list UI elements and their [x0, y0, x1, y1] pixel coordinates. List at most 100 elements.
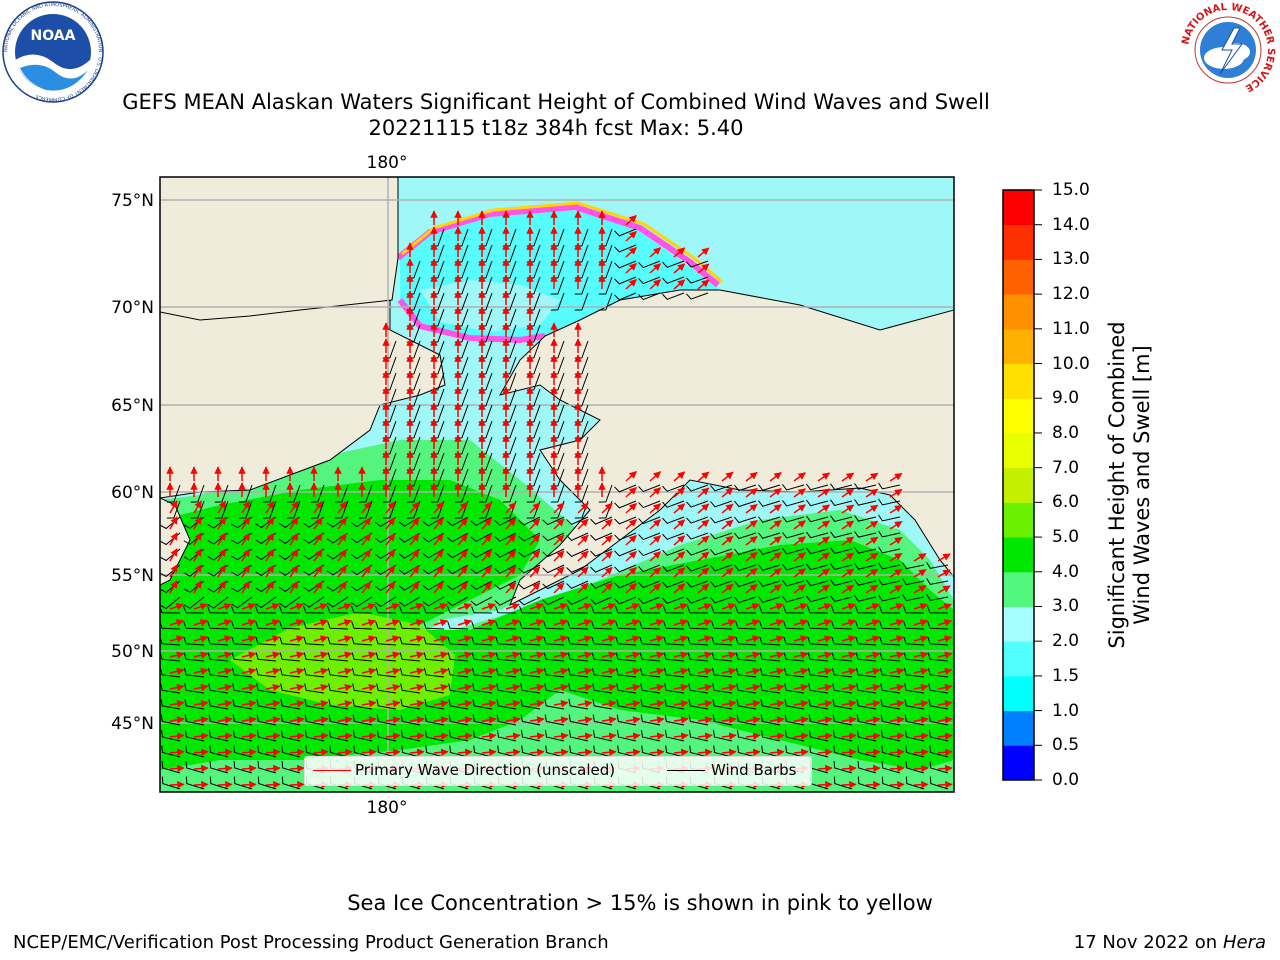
- wind-barb: [903, 605, 925, 614]
- wave-direction-arrow: [721, 551, 734, 562]
- wave-direction-arrow: [889, 716, 905, 724]
- wind-barb: [856, 714, 877, 726]
- wave-direction-arrow: [697, 700, 713, 708]
- wind-barb: [640, 729, 661, 742]
- wind-barb: [878, 578, 901, 586]
- wind-barb: [665, 745, 685, 758]
- wave-direction-arrow: [457, 732, 473, 740]
- wave-direction-arrow: [697, 716, 713, 724]
- wave-direction-arrow: [793, 748, 809, 757]
- wind-barb: [497, 745, 517, 758]
- wind-barb: [233, 761, 253, 774]
- wave-direction-arrow: [913, 716, 929, 724]
- wind-barb: [831, 636, 853, 646]
- wind-barb: [256, 698, 277, 710]
- wind-barb: [616, 683, 637, 694]
- wave-direction-arrow: [505, 732, 521, 740]
- wave-direction-arrow: [169, 780, 185, 789]
- wave-direction-arrow: [265, 732, 281, 740]
- wave-direction-arrow: [745, 603, 760, 611]
- wind-barb: [830, 499, 853, 506]
- wave-direction-arrow: [889, 536, 903, 546]
- wind-barb: [472, 698, 493, 710]
- wind-barb: [255, 605, 277, 614]
- wave-direction-arrow: [601, 635, 617, 643]
- wind-barb: [808, 714, 829, 726]
- wind-barb: [686, 500, 709, 508]
- wave-direction-arrow: [337, 716, 353, 724]
- wind-barb: [183, 652, 205, 662]
- wind-barb: [567, 636, 589, 646]
- wind-barb: [638, 564, 661, 573]
- wave-direction-arrow: [745, 535, 758, 546]
- wave-direction-arrow: [217, 748, 233, 757]
- wave-direction-arrow: [409, 651, 425, 659]
- wave-direction-arrow: [457, 716, 473, 724]
- wave-direction-arrow: [841, 667, 857, 676]
- wind-barb: [208, 714, 229, 726]
- wind-barb: [902, 562, 925, 570]
- wind-barb: [231, 621, 253, 630]
- wind-barb: [545, 745, 565, 758]
- wind-barb: [327, 652, 349, 662]
- wave-direction-arrow: [289, 564, 299, 578]
- wind-barb: [257, 776, 277, 790]
- wind-barb: [664, 729, 685, 742]
- wind-barb: [806, 547, 829, 555]
- wind-barb: [495, 621, 517, 630]
- wave-direction-arrow: [673, 279, 686, 290]
- wave-direction-arrow: [529, 603, 544, 611]
- wind-barb: [231, 605, 253, 614]
- wind-barb: [880, 683, 901, 694]
- wave-direction-arrow: [649, 732, 665, 740]
- wave-direction-arrow: [193, 635, 209, 643]
- wave-direction-arrow: [241, 580, 251, 594]
- wave-direction-arrow: [433, 533, 444, 546]
- wind-barb: [502, 484, 517, 503]
- nws-logo: NATIONAL WEATHER SERVICE: [1180, 2, 1276, 95]
- wind-barb: [280, 729, 301, 742]
- colorbar-title-line2: Wind Waves and Swell [m]: [1130, 345, 1154, 625]
- wave-direction-arrow: [313, 651, 329, 659]
- wave-direction-arrow: [721, 748, 737, 757]
- wave-direction-arrow: [385, 635, 401, 643]
- wave-direction-arrow: [337, 667, 353, 676]
- wave-direction-arrow: [553, 534, 565, 546]
- colorbar-tick-label: 13.0: [1052, 249, 1090, 270]
- wave-direction-arrow: [193, 500, 202, 514]
- wind-barb: [758, 548, 781, 555]
- wave-direction-arrow: [241, 500, 251, 514]
- wave-direction-arrow: [793, 732, 809, 740]
- wave-direction-arrow: [865, 667, 881, 676]
- wind-barb: [377, 745, 397, 758]
- colorbar-segment: [1003, 641, 1034, 677]
- wind-barb: [616, 714, 637, 726]
- wave-direction-arrow: [337, 732, 353, 740]
- wind-barb: [928, 683, 949, 694]
- wind-barb: [617, 745, 637, 758]
- wave-direction-arrow: [601, 582, 613, 594]
- wind-barb: [686, 580, 709, 588]
- wave-direction-arrow: [913, 683, 929, 692]
- wave-direction-arrow: [745, 683, 761, 692]
- map-area: [160, 177, 954, 792]
- wind-barb: [615, 652, 637, 662]
- colorbar-title-line1: Significant Height of Combined: [1105, 321, 1129, 649]
- wave-direction-arrow: [721, 732, 737, 740]
- wave-direction-arrow: [289, 548, 299, 562]
- wind-barb: [471, 652, 493, 662]
- wave-direction-arrow: [577, 603, 592, 611]
- wave-direction-arrow: [169, 651, 185, 659]
- wave-direction-arrow: [817, 716, 833, 724]
- wind-barb: [638, 276, 661, 285]
- wave-direction-arrow: [553, 566, 565, 578]
- wave-direction-arrow: [457, 700, 473, 708]
- wave-direction-arrow: [289, 580, 299, 594]
- wave-direction-arrow: [673, 716, 689, 724]
- wind-barb: [568, 683, 589, 694]
- wind-barb: [927, 652, 949, 662]
- wind-barb: [734, 564, 757, 572]
- wave-direction-arrow: [817, 651, 833, 659]
- wind-barb: [903, 621, 925, 630]
- wind-barb: [640, 714, 661, 726]
